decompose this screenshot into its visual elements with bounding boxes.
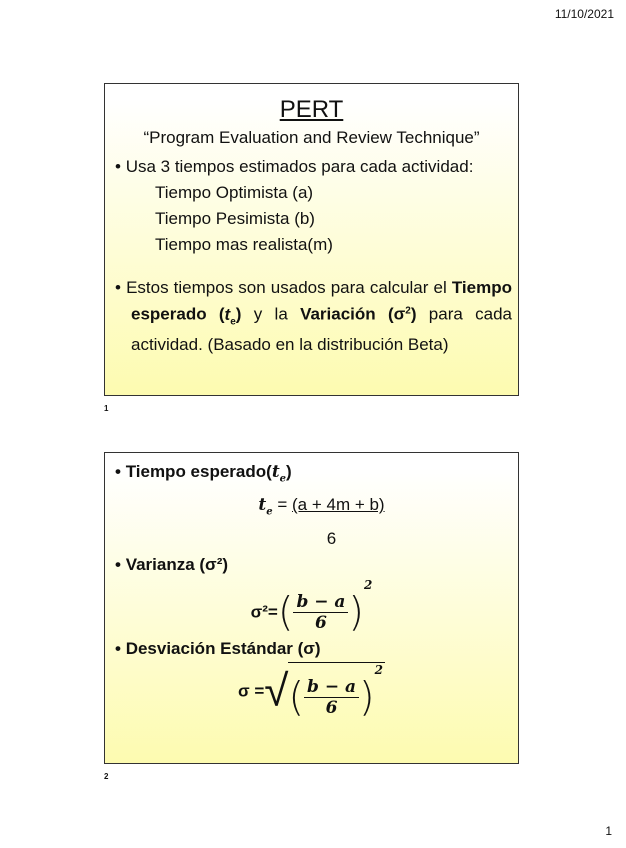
formula-denominator: 6 (326, 528, 337, 548)
bullet-estimates: • Usa 3 tiempos estimados para cada acti… (115, 157, 474, 176)
heading-expected-time: • Tiempo esperado(te) (115, 462, 292, 485)
formula-std-dev: σ =√(b − a 6)2 (238, 661, 385, 721)
slide-number: 2 (104, 772, 109, 781)
slide-subtitle: “Program Evaluation and Review Technique… (143, 128, 480, 147)
slide-title: PERT (279, 96, 344, 123)
bullet-usage: • Estos tiempos son usados para calcular… (115, 278, 512, 355)
print-date: 11/10/2021 (554, 7, 614, 21)
sqrt-icon: √ (264, 666, 289, 716)
bullet-text: Usa 3 tiempos estimados para cada activi… (125, 157, 474, 176)
list-item: Tiempo Optimista (a) (155, 183, 314, 202)
slide-number: 1 (104, 404, 109, 413)
slide-2: • Tiempo esperado(te) te = (a + 4m + b) … (104, 452, 519, 764)
heading-variance: • Varianza (σ²) (115, 554, 229, 574)
formula-expected-time: te = (a + 4m + b) (258, 495, 385, 518)
page-number: 1 (605, 824, 612, 838)
list-item: Tiempo Pesimista (b) (155, 209, 315, 228)
list-item: Tiempo mas realista(m) (155, 235, 333, 254)
slide-1: PERT “Program Evaluation and Review Tech… (104, 83, 519, 396)
formula-variance: σ²=(b − a 6)2 (250, 577, 373, 636)
heading-std-dev: • Desviación Estándar (σ) (115, 638, 321, 658)
